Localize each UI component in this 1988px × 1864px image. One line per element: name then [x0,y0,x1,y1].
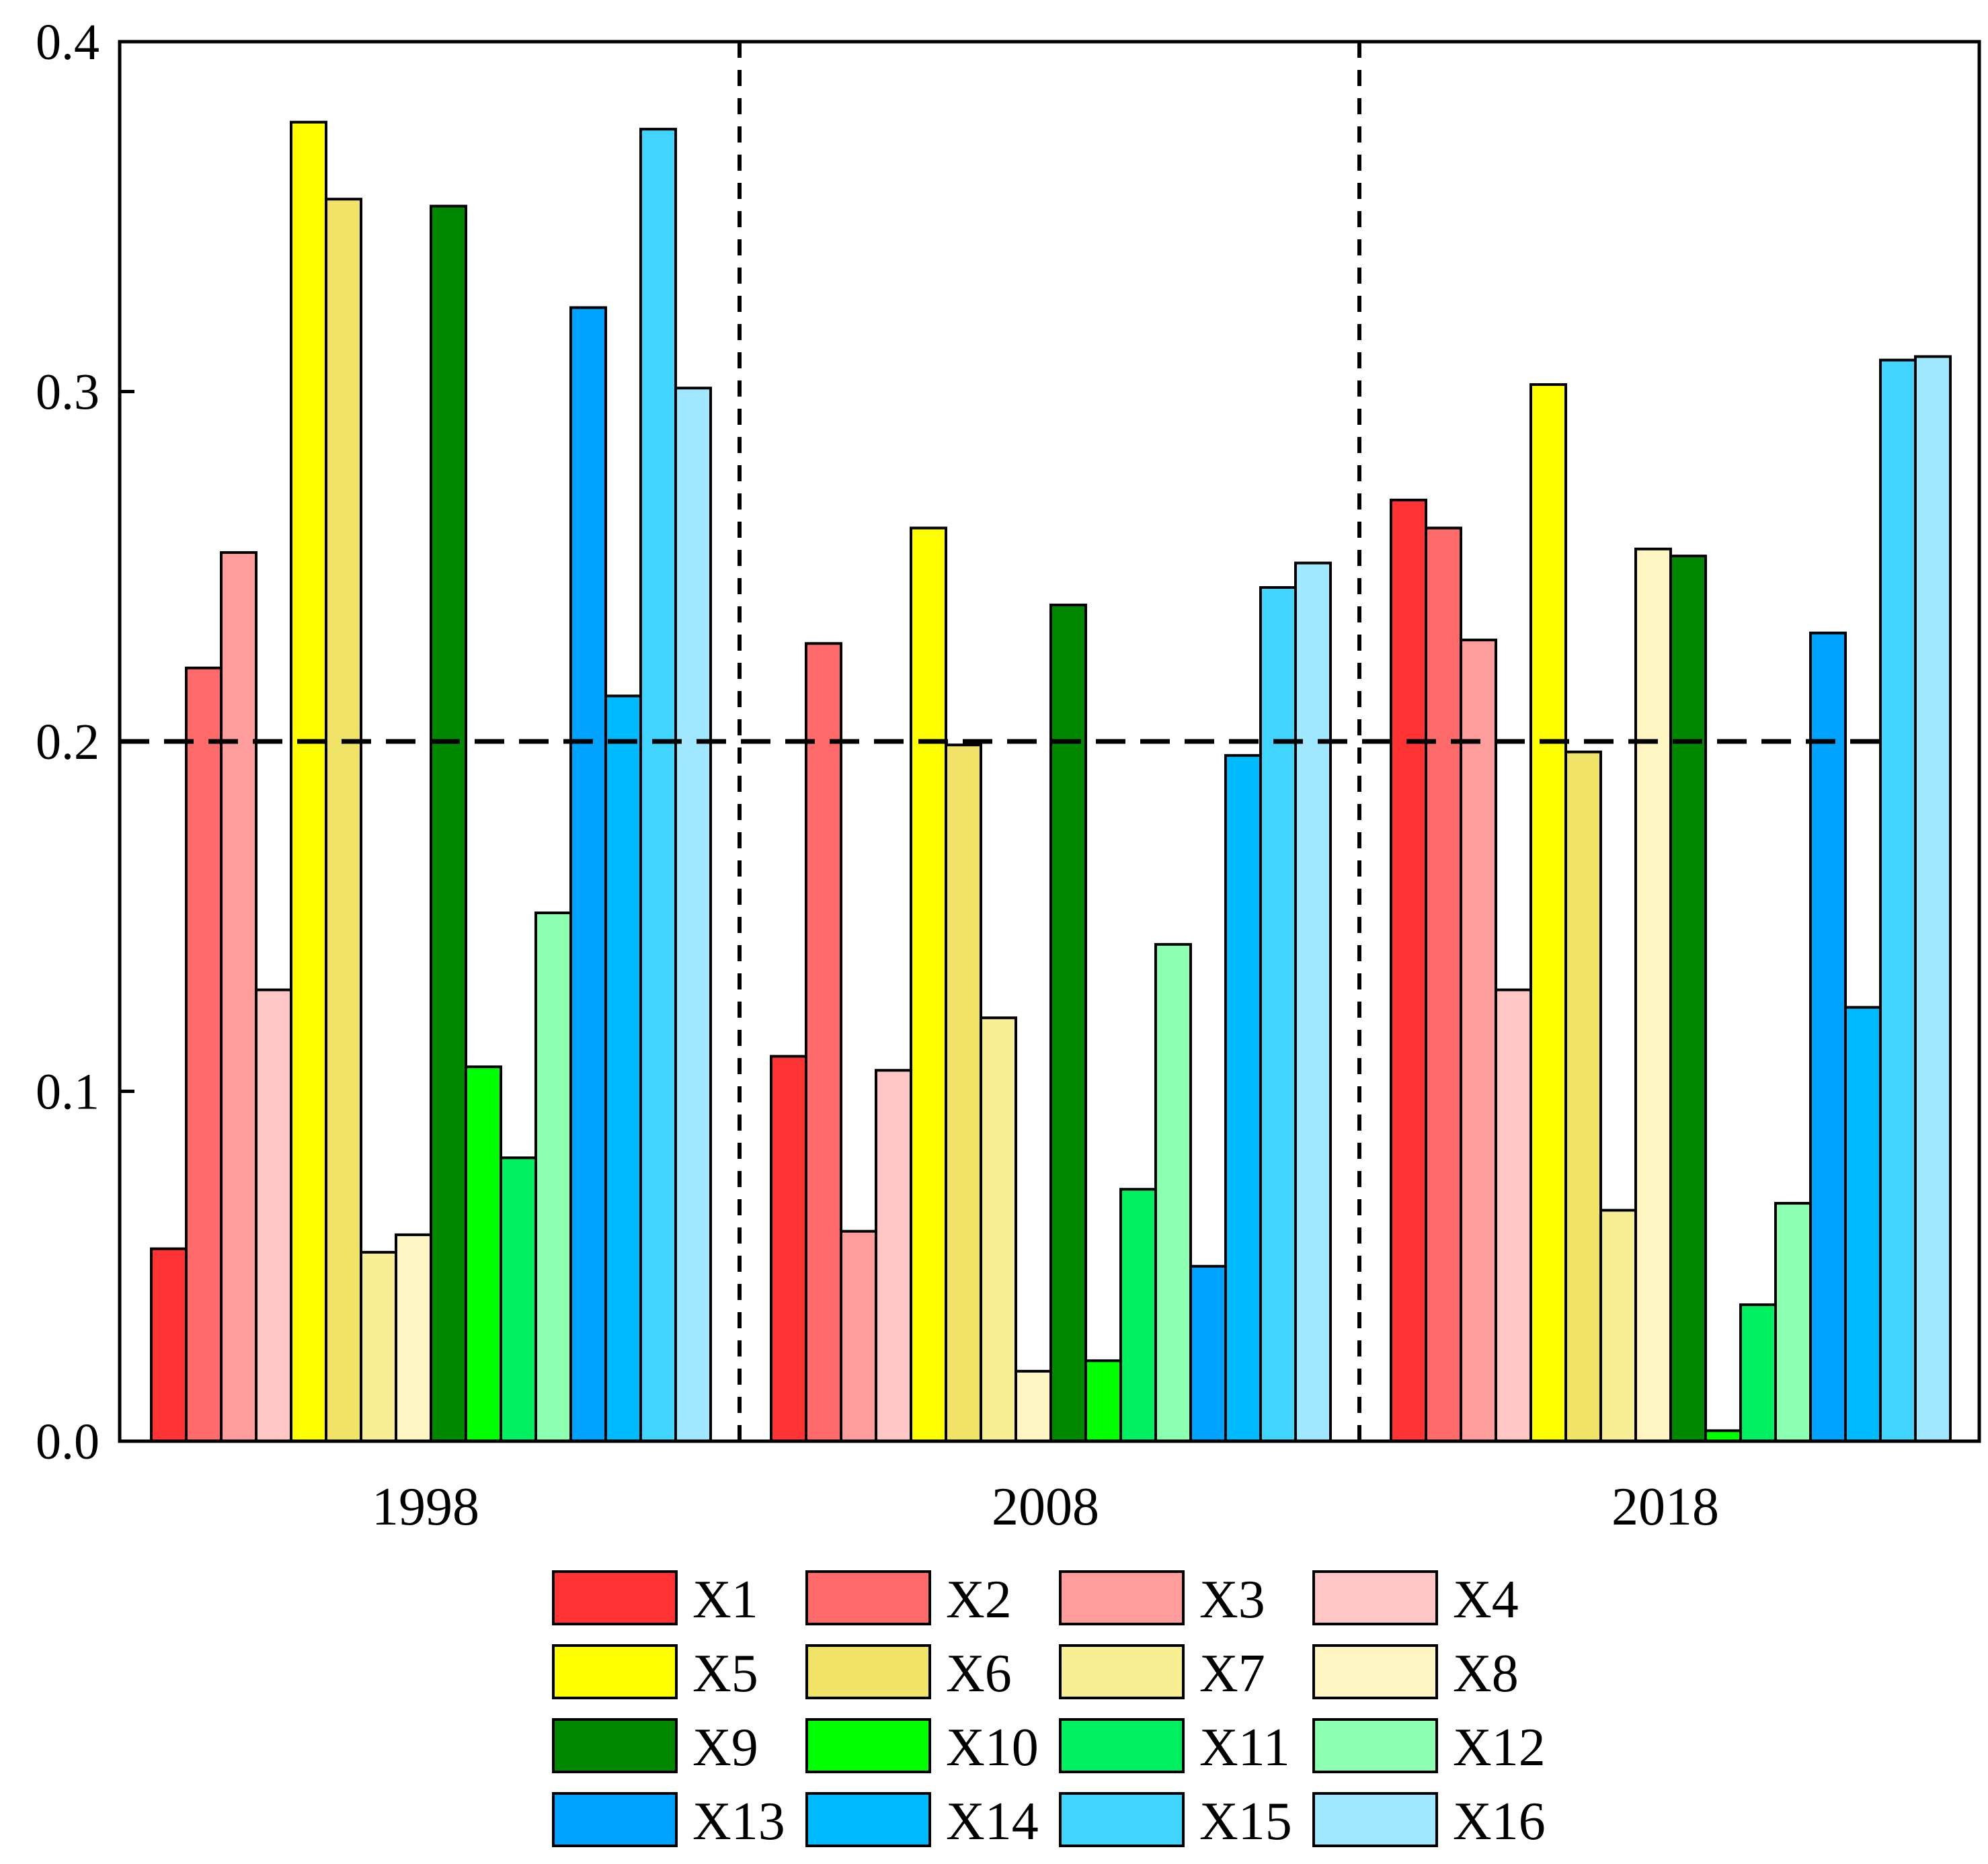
bar-x5-2018 [1529,383,1567,1443]
bar-x3-2018 [1460,639,1497,1443]
bar-x10-1998 [465,1065,502,1443]
legend: X1 X2 X3 X4 X5 X6 X7 X8 X9 X10 X11 X12 X13 X14 X15 X16 [552,1570,1546,1851]
bar-x5-1998 [290,120,327,1443]
legend-label-x11: X11 [1199,1718,1290,1777]
legend-label-x2: X2 [946,1570,1012,1629]
legend-label-x5: X5 [692,1644,758,1703]
bar-x2-1998 [185,666,223,1443]
bar-x8-2018 [1634,547,1672,1443]
bar-x12-2008 [1154,942,1192,1443]
legend-swatch-x1 [552,1570,678,1625]
legend-label-x13: X13 [692,1792,785,1851]
x-axis: 1998 2008 2018 [372,1477,1719,1537]
bar-x14-1998 [604,694,642,1443]
bar-x1-2008 [770,1055,807,1443]
legend-label-x10: X10 [946,1718,1039,1777]
y-tick-label: 0.4 [36,14,100,71]
bar-x15-2008 [1259,585,1297,1443]
bar-x16-2008 [1294,561,1332,1443]
legend-swatch-x10 [805,1718,931,1773]
legend-label-x1: X1 [692,1570,758,1629]
bar-x10-2008 [1084,1359,1122,1443]
legend-swatch-x14 [805,1792,931,1847]
legend-swatch-x2 [805,1570,931,1625]
bar-x9-1998 [430,204,467,1443]
bar-x4-1998 [255,988,292,1443]
bar-x14-2008 [1224,754,1262,1443]
plot-guides [738,42,1361,1441]
bar-x4-2018 [1495,988,1532,1443]
bar-x4-2008 [875,1069,912,1443]
legend-swatch-x4 [1312,1570,1438,1625]
legend-label-x4: X4 [1453,1570,1519,1629]
bar-x6-2008 [945,743,982,1443]
y-tick-label: 0.0 [36,1414,100,1470]
legend-swatch-x6 [805,1644,931,1699]
legend-label-x6: X6 [946,1644,1012,1703]
legend-swatch-x5 [552,1644,678,1699]
bar-x12-1998 [534,911,572,1443]
bar-x15-1998 [639,128,677,1443]
legend-swatch-x12 [1312,1718,1438,1773]
bar-x11-1998 [500,1156,537,1443]
bar-x13-2008 [1189,1264,1227,1443]
bar-x6-2018 [1564,750,1602,1443]
bar-series-group [150,120,1952,1443]
bar-x13-2018 [1809,631,1847,1443]
bar-x14-2018 [1844,1006,1882,1443]
bar-x1-2018 [1390,498,1427,1443]
bar-x6-1998 [325,198,362,1443]
legend-swatch-x3 [1059,1570,1185,1625]
bar-x16-1998 [674,387,712,1443]
legend-label-x14: X14 [946,1792,1039,1851]
legend-swatch-x9 [552,1718,678,1773]
bar-x11-2018 [1739,1303,1777,1443]
bar-x9-2018 [1669,555,1707,1443]
bar-x2-2008 [805,642,842,1443]
bar-x8-2008 [1015,1369,1052,1443]
y-tick-label: 0.2 [36,714,100,770]
bar-x3-1998 [220,551,257,1443]
legend-swatch-x15 [1059,1792,1185,1847]
y-tick-label: 0.1 [36,1064,100,1121]
bar-x3-2008 [840,1229,877,1443]
x-category-label: 2008 [992,1477,1099,1537]
legend-label-x7: X7 [1199,1644,1265,1703]
y-axis: 0.0 0.1 0.2 0.3 0.4 [36,14,134,1470]
bar-x15-2018 [1879,358,1917,1443]
legend-swatch-x7 [1059,1644,1185,1699]
legend-label-x12: X12 [1453,1718,1546,1777]
bar-x12-2018 [1774,1202,1812,1443]
bar-x7-1998 [360,1250,397,1443]
bar-x13-1998 [569,306,607,1443]
legend-label-x3: X3 [1199,1570,1265,1629]
legend-label-x8: X8 [1453,1644,1519,1703]
legend-swatch-x8 [1312,1644,1438,1699]
y-tick-label: 0.3 [36,364,100,421]
legend-swatch-x16 [1312,1792,1438,1847]
x-category-label: 1998 [372,1477,479,1537]
legend-label-x9: X9 [692,1718,758,1777]
x-category-label: 2018 [1612,1477,1719,1537]
bar-x16-2018 [1914,355,1952,1443]
bar-x7-2018 [1599,1209,1637,1443]
bar-x9-2008 [1049,604,1087,1443]
bar-x7-2008 [980,1016,1017,1443]
bar-x1-1998 [150,1247,188,1443]
legend-swatch-x11 [1059,1718,1185,1773]
bar-x11-2008 [1119,1188,1157,1443]
bar-x8-1998 [395,1233,432,1443]
legend-swatch-x13 [552,1792,678,1847]
bar-x5-2008 [910,526,947,1443]
legend-label-x15: X15 [1199,1792,1292,1851]
legend-label-x16: X16 [1453,1792,1546,1851]
bar-x2-2018 [1425,526,1462,1443]
